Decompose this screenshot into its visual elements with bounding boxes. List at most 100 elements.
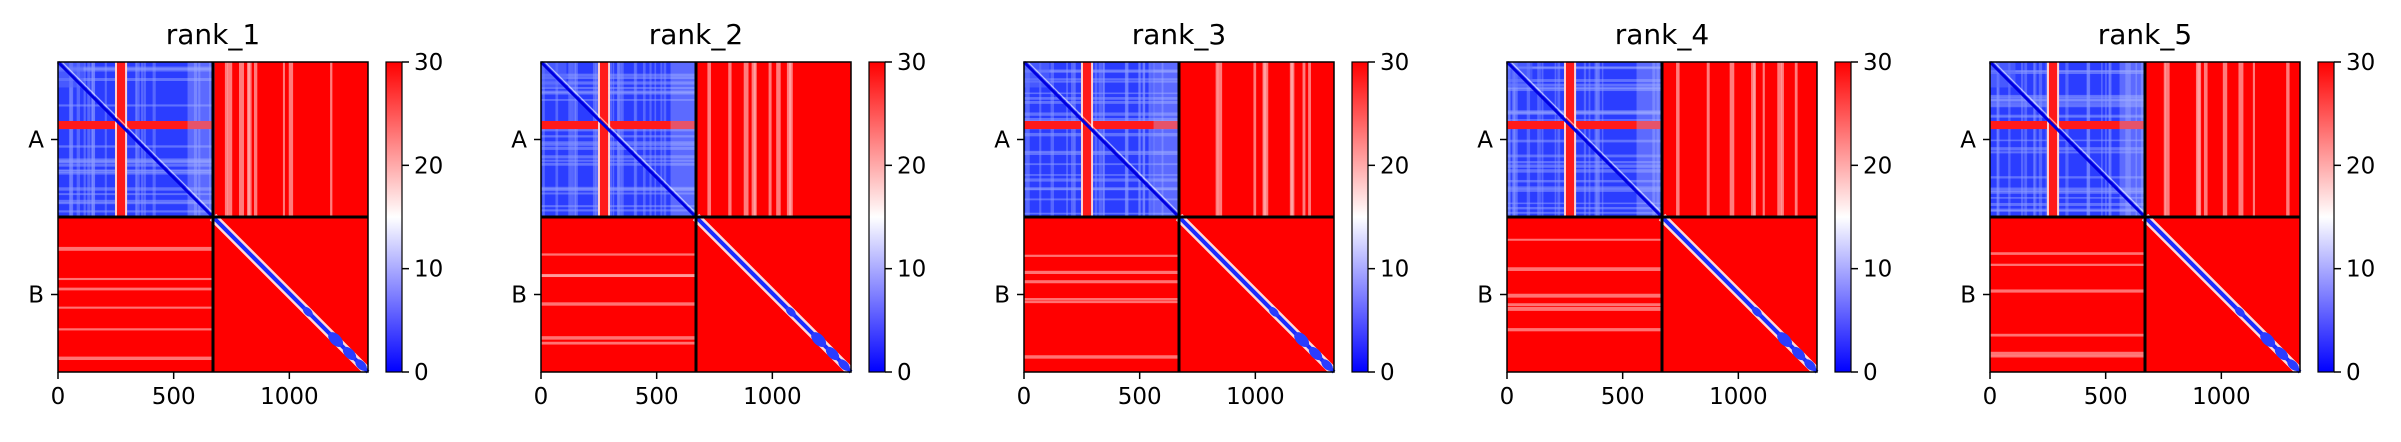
inter-chain-stripe [776, 62, 781, 217]
chain-a-texture-row [1024, 80, 1179, 83]
chain-a-texture-row [1507, 154, 1662, 158]
chain-a-texture-col [1149, 62, 1152, 217]
inter-chain-stripe [2286, 62, 2290, 217]
chain-a-texture-row [1990, 202, 2145, 206]
chain-a-texture-col [83, 62, 86, 217]
inter-chain-stripe [1507, 303, 1662, 307]
chain-a-texture-col [91, 62, 94, 217]
chain-a-texture-row [541, 155, 696, 159]
x-tick-label: 0 [1983, 384, 1998, 410]
inter-chain-stripe [1777, 62, 1782, 217]
chain-a-texture-col [1073, 62, 1076, 217]
chain-a-texture-row [541, 99, 696, 101]
chain-a-texture-col [2108, 62, 2112, 217]
chain-b-domain-blob [1777, 332, 1793, 348]
chain-a-texture-row [1990, 99, 2145, 103]
chain-a-cross-edge [597, 62, 600, 217]
chain-a-texture-col [1557, 62, 1561, 217]
x-tick-label: 500 [635, 384, 679, 410]
chain-a-texture-row [1990, 197, 2145, 199]
chain-a-texture-row [1507, 179, 1662, 183]
x-tick-label: 500 [2084, 384, 2128, 410]
inter-chain-stripe [728, 62, 732, 217]
chain-a-diagonal [56, 60, 215, 219]
chain-a-texture-col [1652, 62, 1656, 217]
panel-title: rank_4 [1615, 18, 1709, 51]
inter-chain-stripe [1507, 267, 1662, 271]
chain-a-texture-row [1507, 161, 1662, 164]
chain-a-texture-row [1024, 97, 1179, 100]
colorbar-tick-label: 30 [414, 50, 443, 76]
y-tick-label: B [511, 283, 527, 309]
x-tick-label: 1000 [2192, 384, 2251, 410]
inter-chain-stripe [541, 336, 696, 340]
chain-a-red-row [1024, 120, 1179, 130]
panel-title: rank_3 [1132, 18, 1226, 51]
chain-a-texture-col [1601, 62, 1604, 217]
chain-a-texture-row [1507, 83, 1662, 87]
chain-a-diagonal [539, 60, 698, 219]
chain-a-texture-col [612, 62, 615, 217]
inter-chain-stripe [1729, 62, 1735, 217]
x-tick-label: 500 [152, 384, 196, 410]
y-tick-label: A [994, 128, 1010, 154]
chain-a-texture-col [2024, 62, 2028, 217]
inter-chain-stripe [1753, 62, 1756, 217]
colorbar-tick-label: 10 [2346, 257, 2375, 283]
panel-rank_5: rank_5 0 500 1000 A B 0 10 20 30 [1960, 18, 2375, 410]
chain-a-texture-row [58, 78, 213, 82]
chain-a-texture-row [1990, 70, 2145, 74]
inter-chain-stripe [1990, 351, 2145, 356]
chain-a-texture-row [1507, 206, 1662, 210]
chain-a-cross-edge [1563, 62, 1566, 217]
inter-chain-stripe [751, 62, 756, 217]
chain-a-diagonal [1988, 60, 2147, 219]
colorbar-tick-label: 30 [1863, 50, 1892, 76]
chain-a-texture-row [1024, 78, 1179, 81]
inter-chain-stripe [2252, 62, 2255, 217]
inter-chain-stripe [1507, 306, 1662, 311]
inter-chain-stripe [541, 274, 696, 278]
chain-a-texture-col [92, 62, 96, 217]
inter-chain-stripe [1253, 62, 1257, 217]
panel-rank_2: rank_2 0 500 1000 A B 0 10 20 30 [511, 18, 926, 410]
chain-a-texture-col [574, 62, 578, 217]
chain-a-texture-col [2038, 62, 2043, 217]
chain-a-texture-col [660, 62, 663, 217]
inter-chain-stripe [253, 62, 258, 217]
chain-a-texture-col [1125, 62, 1129, 217]
chain-a-texture-col [1025, 62, 1028, 217]
chain-a-texture-row [58, 210, 213, 213]
colorbar [868, 61, 886, 373]
chain-a-texture-row [1024, 112, 1179, 116]
colorbar-tick-label: 30 [897, 50, 926, 76]
colorbar [1834, 61, 1852, 373]
chain-a-texture-col [2021, 62, 2024, 217]
inter-chain-stripe [1024, 298, 1179, 301]
chain-a-texture-col [1102, 62, 1105, 217]
chain-b-domain-blob [1804, 359, 1816, 371]
axes-frame [1989, 61, 2301, 373]
chain-a-texture-col [193, 62, 198, 217]
chain-a-texture-row [58, 68, 213, 72]
chain-a-texture-col [1513, 62, 1517, 217]
panel-title: rank_5 [2098, 18, 2192, 51]
chain-a-texture-row [1507, 110, 1662, 114]
y-tick-label: A [1960, 128, 1976, 154]
chain-a-texture-row [541, 141, 696, 144]
chain-b-domain-blob [2274, 346, 2289, 361]
chain-a-texture-col [1588, 62, 1591, 217]
chain-a-texture-col [1541, 62, 1544, 217]
inter-chain-stripe [1762, 62, 1765, 217]
x-tick-label: 1000 [743, 384, 802, 410]
x-tick-label: 500 [1118, 384, 1162, 410]
chain-a-texture-row [1990, 102, 2145, 106]
chain-a-texture-row [1990, 116, 2145, 118]
x-tick-label: 1000 [1709, 384, 1768, 410]
chain-a-texture-col [1161, 62, 1164, 217]
chain-a-texture-row [1507, 211, 1662, 214]
chain-a-texture-col [1142, 62, 1146, 217]
chain-a-texture-row [1024, 92, 1179, 95]
chain-a-texture-col [152, 62, 156, 217]
